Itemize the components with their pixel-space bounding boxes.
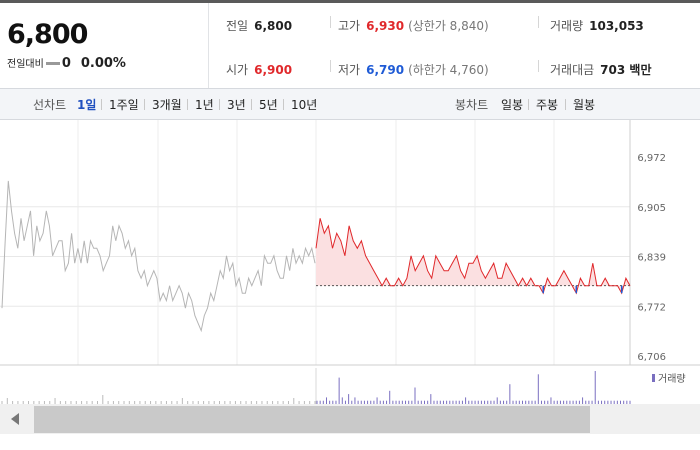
line-chart-label: 선차트	[33, 98, 67, 112]
trade-value-label: 거래대금	[550, 63, 595, 77]
open-label: 시가	[226, 63, 249, 77]
tab-1week[interactable]: 1주일	[109, 98, 139, 112]
y-tick-label: 6,839	[637, 253, 666, 264]
volume-label: 거래량	[550, 19, 584, 33]
change-row: 전일대비 0 0.00%	[7, 55, 126, 71]
open-value: 6,900	[254, 63, 293, 77]
plot-area	[0, 120, 630, 365]
tab-divider	[187, 99, 188, 110]
y-tick-label: 6,972	[637, 153, 666, 164]
y-tick-label: 6,905	[637, 203, 666, 214]
low-label: 저가	[338, 63, 361, 77]
trade-value-value: 703 백만	[600, 63, 652, 77]
low-value: 6,790	[366, 63, 405, 77]
tab-1day[interactable]: 1일	[77, 98, 97, 112]
lower-limit: (하한가 4,760)	[408, 63, 489, 77]
current-price: 6,800	[7, 19, 88, 50]
open-stat: 시가 6,900	[226, 61, 292, 78]
change-value: 0	[61, 56, 71, 71]
quote-summary: 6,800 전일대비 0 0.00% 전일 6,800 고가 6,930 (상한가 8,8…	[0, 3, 700, 89]
chart-period-tabs: 선차트 1일 1주일 3개월 1년 3년 5년 10년 봉차트 일봉 주봉 월봉	[0, 89, 700, 120]
today-line	[315, 218, 631, 295]
tab-weekly-candle[interactable]: 주봉	[536, 98, 559, 112]
tab-divider	[101, 99, 102, 110]
low-stat: 저가 6,790 (하한가 4,760)	[338, 61, 489, 78]
tab-daily-candle[interactable]: 일봉	[501, 98, 524, 112]
scroll-thumb[interactable]	[34, 406, 590, 433]
upper-limit: (상한가 8,840)	[408, 19, 489, 33]
chart-scrollbar[interactable]	[0, 404, 700, 434]
trade-value-stat: 거래대금 703 백만	[550, 61, 651, 78]
tab-10year[interactable]: 10년	[291, 98, 318, 112]
change-label: 전일대비	[7, 59, 44, 70]
tab-1year[interactable]: 1년	[195, 98, 214, 112]
tab-3month[interactable]: 3개월	[152, 98, 182, 112]
divider	[330, 16, 331, 28]
divider	[538, 16, 539, 28]
tab-divider	[251, 99, 252, 110]
volume-stat: 거래량 103,053	[550, 17, 644, 34]
tab-divider	[565, 99, 566, 110]
price-box: 6,800 전일대비 0 0.00%	[0, 3, 209, 88]
y-tick-label: 6,706	[637, 352, 666, 363]
prev-close-stat: 전일 6,800	[226, 17, 292, 34]
tab-monthly-candle[interactable]: 월봉	[573, 98, 596, 112]
candle-chart-label: 봉차트	[455, 98, 489, 112]
high-value: 6,930	[366, 19, 405, 33]
prev-close-value: 6,800	[254, 19, 293, 33]
divider	[330, 60, 331, 72]
tab-divider	[144, 99, 145, 110]
high-stat: 고가 6,930 (상한가 8,840)	[338, 17, 489, 34]
today-fill	[316, 218, 630, 294]
divider	[538, 60, 539, 72]
flat-icon	[45, 62, 60, 65]
high-label: 고가	[338, 19, 361, 33]
volume-legend-swatch	[652, 374, 655, 382]
tab-divider	[219, 99, 220, 110]
price-chart: 6,972 6,905 6,839 6,772 6,706 거래량	[0, 120, 700, 404]
volume-value: 103,053	[589, 19, 644, 33]
top-border	[0, 0, 700, 3]
scroll-left-arrow-icon[interactable]	[0, 404, 32, 434]
volume-legend-label: 거래량	[658, 373, 686, 385]
change-percent: 0.00%	[80, 56, 126, 71]
tab-3year[interactable]: 3년	[227, 98, 246, 112]
y-tick-label: 6,772	[637, 302, 666, 313]
prev-day-line	[1, 180, 316, 333]
tab-divider	[528, 99, 529, 110]
tab-5year[interactable]: 5년	[259, 98, 278, 112]
tab-divider	[283, 99, 284, 110]
prev-close-label: 전일	[226, 19, 249, 33]
